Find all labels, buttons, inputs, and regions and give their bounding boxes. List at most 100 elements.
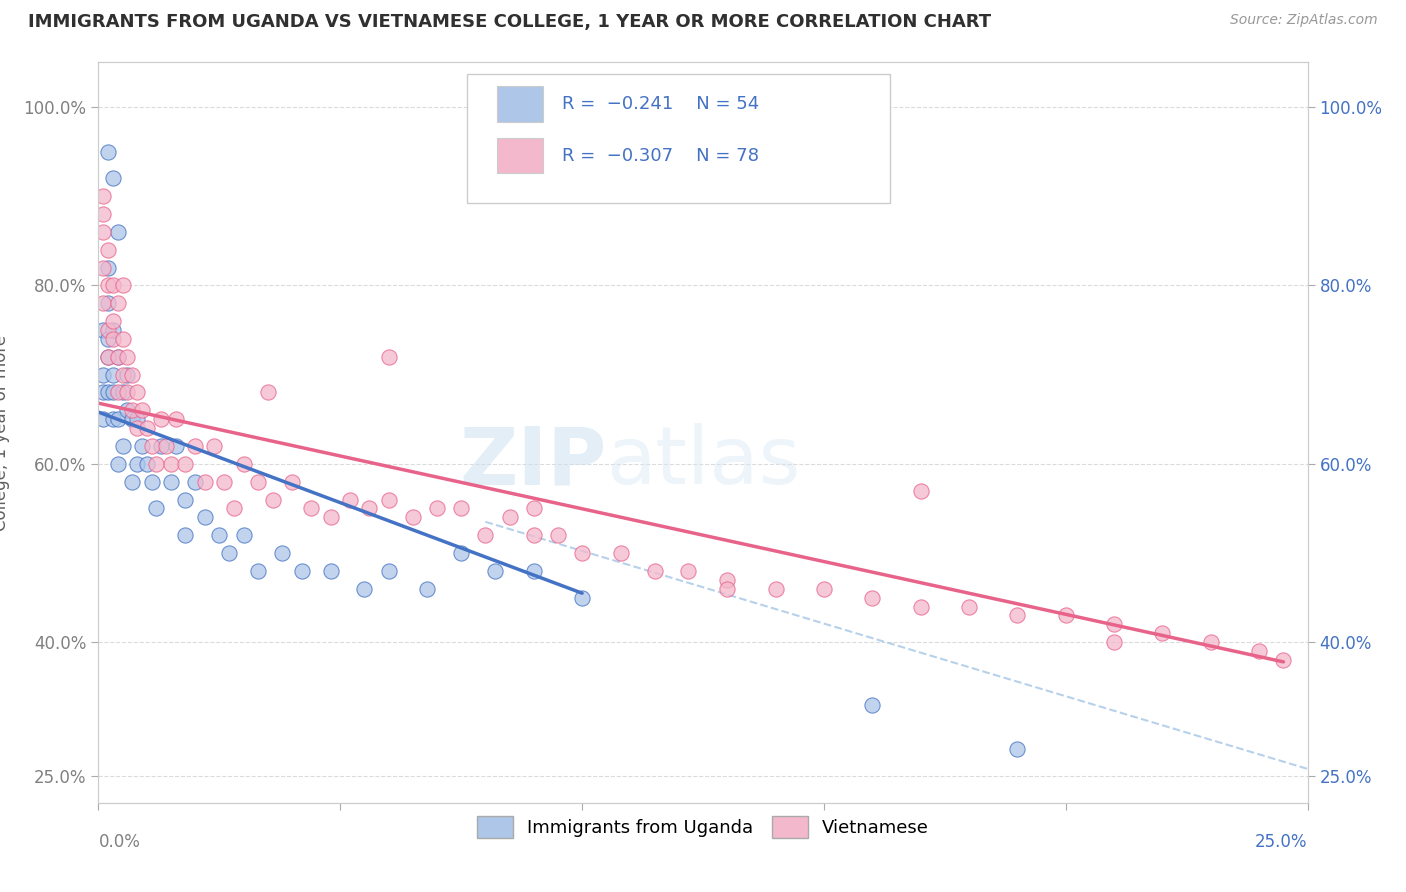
Point xyxy=(141,475,163,489)
Point xyxy=(174,492,197,507)
Point xyxy=(299,501,322,516)
Point xyxy=(232,528,254,542)
Point xyxy=(101,323,124,337)
Point xyxy=(150,439,173,453)
Point xyxy=(97,350,120,364)
Point xyxy=(212,475,235,489)
Point xyxy=(1102,617,1125,632)
Point xyxy=(716,582,738,596)
Point xyxy=(765,582,787,596)
Point xyxy=(91,189,114,203)
Point xyxy=(111,332,134,346)
Point xyxy=(107,385,129,400)
Point xyxy=(402,510,425,524)
Point xyxy=(474,528,496,542)
Point xyxy=(377,350,399,364)
Point xyxy=(111,385,134,400)
Point xyxy=(1199,635,1222,649)
Point xyxy=(339,492,361,507)
Point xyxy=(117,385,139,400)
Point xyxy=(571,591,593,605)
Point xyxy=(91,368,114,382)
Point xyxy=(117,368,139,382)
Point xyxy=(107,350,129,364)
Point xyxy=(97,385,120,400)
Point xyxy=(117,350,139,364)
Point xyxy=(101,385,124,400)
Point xyxy=(271,546,294,560)
Point xyxy=(91,296,114,310)
Point xyxy=(160,475,183,489)
Point xyxy=(101,332,124,346)
Point xyxy=(165,412,187,426)
Point xyxy=(97,332,120,346)
Point xyxy=(145,501,167,516)
Point xyxy=(232,457,254,471)
Point xyxy=(174,457,197,471)
Point xyxy=(547,528,569,542)
Point xyxy=(610,546,633,560)
Point xyxy=(377,564,399,578)
Point xyxy=(141,439,163,453)
Point xyxy=(91,323,114,337)
Point xyxy=(247,564,270,578)
Text: atlas: atlas xyxy=(606,423,800,501)
Point xyxy=(107,457,129,471)
Point xyxy=(523,528,546,542)
Point xyxy=(107,296,129,310)
Point xyxy=(571,546,593,560)
Point xyxy=(218,546,240,560)
Point xyxy=(97,145,120,159)
Point xyxy=(135,421,157,435)
Point xyxy=(1054,608,1077,623)
Point xyxy=(101,368,124,382)
Text: ZIP: ZIP xyxy=(458,423,606,501)
Point xyxy=(860,698,883,712)
Point xyxy=(194,475,217,489)
Point xyxy=(127,385,149,400)
Point xyxy=(377,492,399,507)
Point xyxy=(222,501,245,516)
Point xyxy=(1272,653,1295,667)
Point xyxy=(91,225,114,239)
Point xyxy=(194,510,217,524)
Point xyxy=(184,439,207,453)
Point xyxy=(957,599,980,614)
Point xyxy=(91,207,114,221)
Bar xyxy=(498,138,543,173)
Point xyxy=(523,564,546,578)
Point xyxy=(127,412,149,426)
Point xyxy=(174,528,197,542)
Point xyxy=(131,439,153,453)
Point xyxy=(91,385,114,400)
Point xyxy=(121,475,143,489)
Point xyxy=(97,296,120,310)
Point xyxy=(145,457,167,471)
Point xyxy=(155,439,177,453)
Point xyxy=(644,564,666,578)
Point xyxy=(160,457,183,471)
Point xyxy=(101,278,124,293)
Point xyxy=(1249,644,1271,658)
Point xyxy=(256,385,278,400)
Point xyxy=(121,412,143,426)
Legend: Immigrants from Uganda, Vietnamese: Immigrants from Uganda, Vietnamese xyxy=(470,809,936,846)
Point xyxy=(107,412,129,426)
Point xyxy=(290,564,312,578)
Point xyxy=(450,546,472,560)
Text: Source: ZipAtlas.com: Source: ZipAtlas.com xyxy=(1230,13,1378,28)
Point xyxy=(111,278,134,293)
Point xyxy=(127,457,149,471)
Point xyxy=(1102,635,1125,649)
Point xyxy=(262,492,284,507)
Point xyxy=(813,582,835,596)
Text: 25.0%: 25.0% xyxy=(1256,833,1308,851)
Point xyxy=(165,439,187,453)
Point xyxy=(523,501,546,516)
Point xyxy=(184,475,207,489)
Point xyxy=(121,403,143,417)
Point xyxy=(910,483,932,498)
Point xyxy=(204,439,226,453)
Point xyxy=(1152,626,1174,640)
Point xyxy=(97,323,120,337)
